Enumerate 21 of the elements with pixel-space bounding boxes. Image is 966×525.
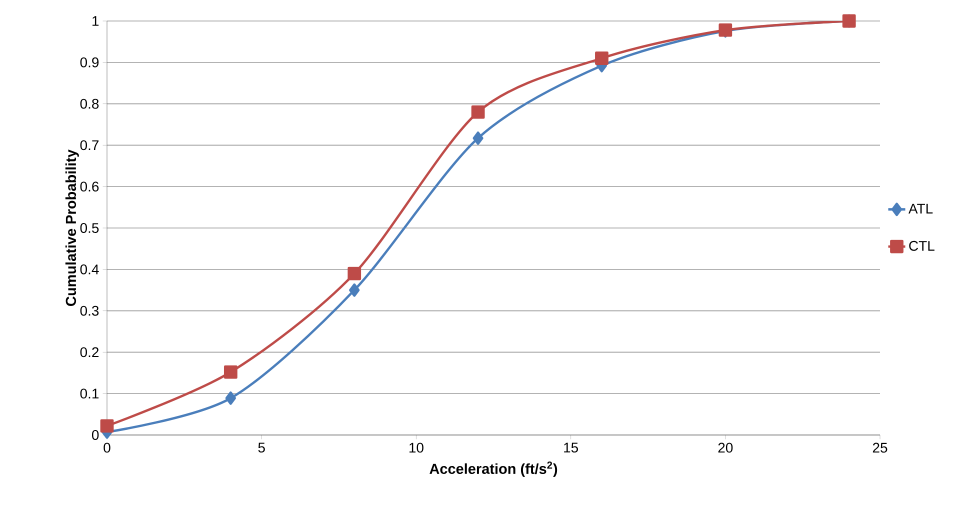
- y-tick-label: 1: [92, 16, 99, 26]
- y-tick-label: 0.9: [80, 57, 99, 68]
- x-tick-label: 0: [104, 442, 110, 453]
- y-tick-label: 0: [92, 430, 99, 440]
- x-tick-label: 20: [718, 442, 733, 453]
- x-tick-label: 10: [409, 442, 424, 453]
- y-tick-label: 0.2: [80, 347, 99, 358]
- y-tick-label: 0.8: [80, 98, 99, 109]
- y-tick-label: 0.3: [80, 306, 99, 316]
- x-axis-title: Acceleration (ft/s$^{2}$): [430, 462, 558, 477]
- y-tick-label: 0.6: [80, 182, 99, 192]
- y-tick-label: 0.5: [80, 223, 99, 233]
- y-tick-label: 0.7: [80, 140, 99, 150]
- legend-label: ATL: [908, 204, 933, 214]
- x-tick-label: 5: [258, 442, 265, 453]
- y-axis-title: Cumulative Probability: [65, 150, 79, 306]
- x-tick-label: 15: [564, 442, 578, 453]
- legend-label: CTL: [909, 240, 934, 251]
- y-tick-label: 0.4: [80, 264, 99, 274]
- y-tick-label: 0.1: [80, 388, 99, 399]
- x-tick-label: 25: [872, 442, 888, 453]
